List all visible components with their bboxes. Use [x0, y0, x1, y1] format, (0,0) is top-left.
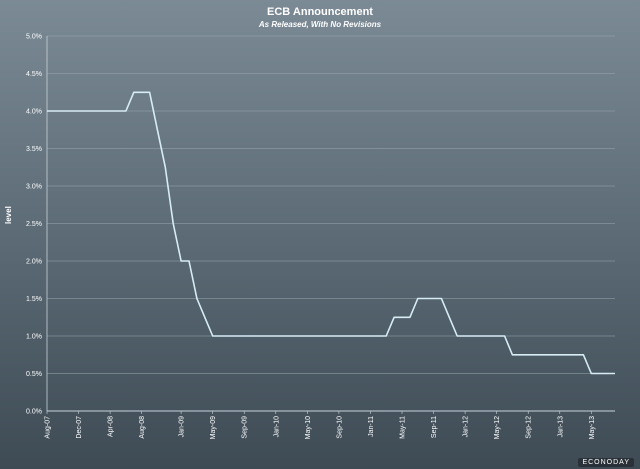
chart-subtitle: As Released, With No Revisions	[258, 20, 382, 29]
y-tick-label: 2.5%	[26, 221, 42, 228]
y-tick-label: 5.0%	[26, 34, 42, 41]
y-tick-label: 1.5%	[26, 296, 42, 303]
series-group	[47, 91, 615, 375]
x-tick-label: Jan-13	[557, 416, 564, 438]
y-axis-ticks: 0.0% 0.5% 1.0% 1.5% 2.0% 2.5% 3.0% 3.5% 4.0% 4.5%…	[26, 34, 42, 416]
chart-title: ECB Announcement	[267, 6, 373, 18]
x-tick-label: Aug-07	[45, 416, 52, 439]
x-tick-label: May-12	[494, 416, 501, 439]
y-tick-label: 3.5%	[26, 146, 42, 153]
x-tick-label: Jan-10	[273, 416, 280, 438]
y-tick-label: 2.0%	[26, 259, 42, 266]
x-tick-label: May-09	[210, 416, 217, 439]
series-line	[47, 91, 615, 375]
x-tick-label: Jan-11	[368, 416, 375, 437]
x-tick-label: Sep-09	[242, 416, 249, 439]
x-tick-label: May-10	[305, 416, 312, 439]
x-tick-label: Sep-11	[431, 416, 438, 438]
y-tick-label: 0.5%	[26, 371, 42, 378]
x-tick-label: Apr-08	[108, 416, 115, 437]
y-tick-label: 1.0%	[26, 334, 42, 341]
x-tick-label: Dec-07	[76, 416, 83, 439]
x-tick-label: May-11	[400, 416, 407, 439]
x-tick-label: May-13	[589, 416, 596, 439]
x-axis-ticks: Aug-07 Dec-07 Apr-08 Aug-08 Jan-09 May-09 Sep-…	[45, 411, 596, 439]
x-tick-label: Jan-09	[179, 416, 186, 438]
x-tick-label: Jan-12	[463, 416, 470, 438]
y-tick-label: 4.0%	[26, 109, 42, 116]
x-tick-label: Sep-10	[336, 416, 343, 439]
brand-logo: ECONODAY	[578, 458, 634, 467]
y-tick-label: 4.5%	[26, 71, 42, 78]
x-tick-label: Sep-12	[526, 416, 533, 439]
y-tick-label: 3.0%	[26, 184, 42, 191]
y-tick-label: 0.0%	[26, 409, 42, 416]
x-tick-label: Aug-08	[139, 416, 146, 439]
